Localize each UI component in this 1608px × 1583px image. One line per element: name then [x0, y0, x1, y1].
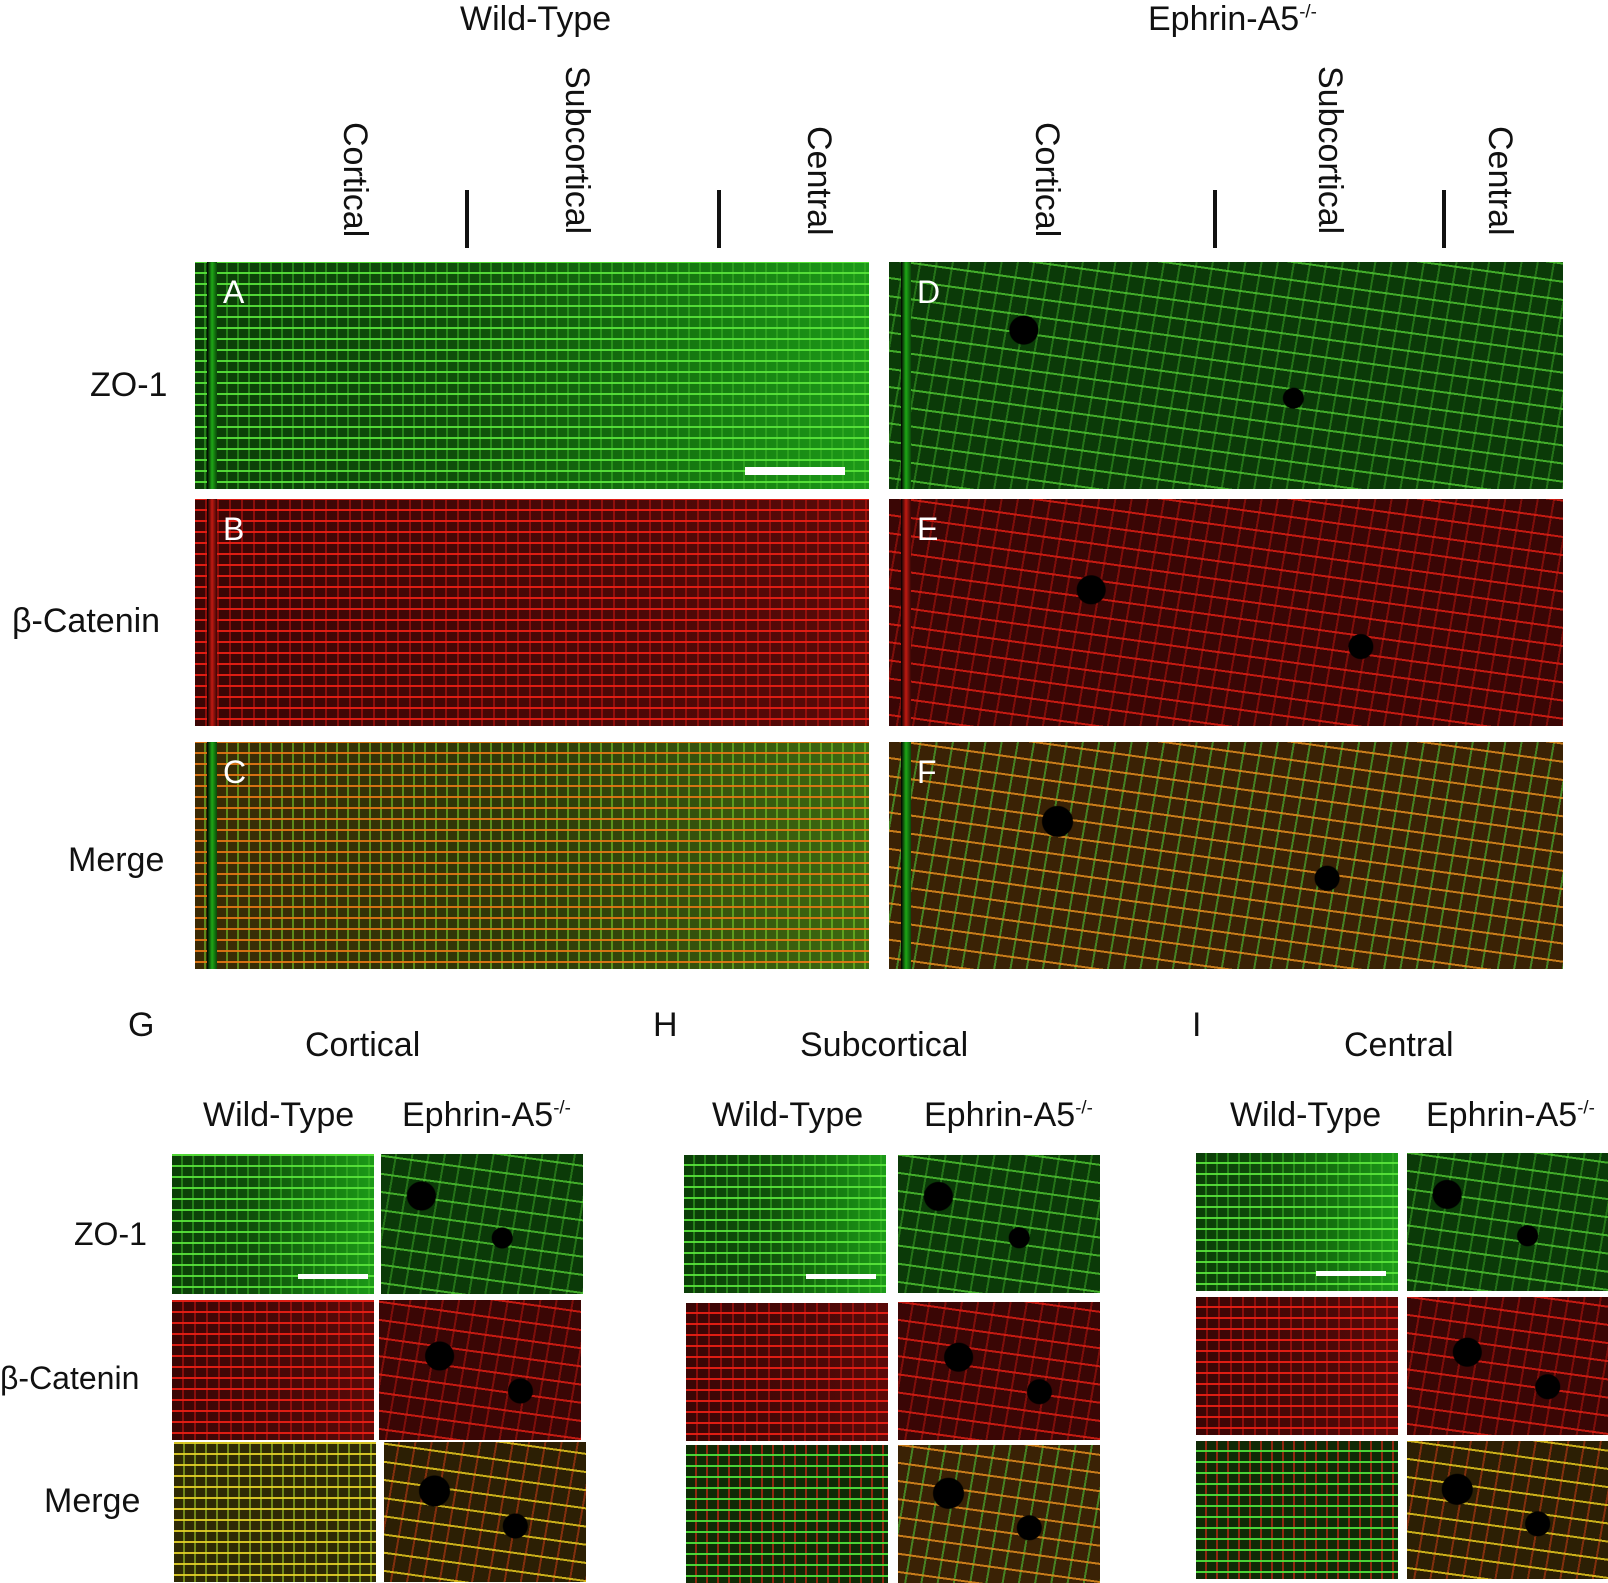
h-wt-zo1 — [684, 1155, 886, 1293]
section-letter-g: G — [128, 1006, 155, 1044]
panel-c-wt-merge: C — [195, 742, 869, 969]
panel-letter-b: B — [223, 511, 245, 547]
panel-letter-d: D — [917, 274, 941, 310]
ko-zone-divider-2 — [1442, 190, 1446, 248]
h-col-ko: Ephrin-A5-/- — [924, 1098, 1093, 1132]
panel-letter-a: A — [223, 274, 245, 310]
h-col-wt: Wild-Type — [712, 1096, 864, 1134]
wt-region-subcortical: Subcortical — [558, 66, 596, 235]
bottom-row-label-merge: Merge — [44, 1482, 141, 1520]
panel-f-ko-merge: F — [889, 742, 1563, 969]
section-letter-i: I — [1192, 1006, 1202, 1044]
panel-letter-c: C — [223, 754, 247, 790]
top-row-label-zo1: ZO-1 — [90, 366, 168, 404]
panel-letter-e: E — [917, 511, 939, 547]
wt-group-title-text: Wild-Type — [460, 0, 612, 38]
section-letter-h: H — [653, 1006, 678, 1044]
scale-bar — [1316, 1271, 1386, 1276]
g-col-ko: Ephrin-A5-/- — [402, 1098, 571, 1132]
i-wt-merge — [1196, 1441, 1398, 1579]
g-wt-bcatenin — [172, 1300, 374, 1440]
lens-capsule-edge — [207, 499, 217, 726]
i-ko-bcatenin — [1407, 1297, 1608, 1435]
bottom-row-label-bcatenin: β-Catenin — [0, 1360, 140, 1396]
ko-region-central: Central — [1481, 126, 1519, 236]
panel-e-ko-bcatenin: E — [889, 499, 1563, 726]
g-wt-merge — [174, 1442, 376, 1582]
top-row-label-merge: Merge — [68, 841, 165, 879]
h-col-ko-text: Ephrin-A5 — [924, 1096, 1076, 1134]
top-row-label-bcatenin: β-Catenin — [12, 602, 161, 640]
bottom-row-label-zo1: ZO-1 — [74, 1216, 147, 1252]
wt-zone-divider-1 — [465, 190, 469, 248]
h-ko-bcatenin — [898, 1302, 1100, 1440]
ko-group-title: Ephrin-A5-/- — [1148, 2, 1317, 36]
panel-b-wt-bcatenin: B — [195, 499, 869, 726]
i-col-wt: Wild-Type — [1230, 1096, 1382, 1134]
section-title-central: Central — [1344, 1026, 1454, 1064]
lens-capsule-edge — [901, 499, 911, 726]
panel-letter-f: F — [917, 754, 937, 790]
g-wt-zo1 — [172, 1154, 374, 1294]
g-col-ko-text: Ephrin-A5 — [402, 1096, 554, 1134]
g-ko-bcatenin — [379, 1300, 581, 1440]
g-ko-merge — [384, 1442, 586, 1582]
i-col-ko: Ephrin-A5-/- — [1426, 1098, 1595, 1132]
ko-group-title-sup: -/- — [1299, 0, 1317, 22]
section-title-cortical: Cortical — [305, 1026, 421, 1064]
ko-region-subcortical: Subcortical — [1311, 66, 1349, 235]
ko-zone-divider-1 — [1213, 190, 1217, 248]
i-wt-bcatenin — [1196, 1297, 1398, 1435]
g-col-ko-sup: -/- — [553, 1096, 571, 1118]
i-ko-merge — [1407, 1441, 1608, 1579]
lens-capsule-edge — [901, 262, 911, 489]
ko-group-title-text: Ephrin-A5 — [1148, 0, 1300, 38]
lens-capsule-edge — [207, 262, 217, 489]
h-wt-merge — [686, 1445, 888, 1583]
wt-zone-divider-2 — [717, 190, 721, 248]
wt-region-central: Central — [800, 126, 838, 236]
panel-d-ko-zo1: D — [889, 262, 1563, 489]
h-ko-zo1 — [898, 1155, 1100, 1293]
wt-group-title: Wild-Type — [460, 2, 611, 36]
wt-region-cortical: Cortical — [336, 122, 374, 238]
i-col-ko-sup: -/- — [1577, 1096, 1595, 1118]
h-ko-merge — [898, 1445, 1100, 1583]
ko-region-cortical: Cortical — [1028, 122, 1066, 238]
scale-bar — [806, 1274, 876, 1279]
i-wt-zo1 — [1196, 1153, 1398, 1291]
scale-bar — [298, 1274, 368, 1279]
lens-capsule-edge — [901, 742, 911, 969]
i-col-ko-text: Ephrin-A5 — [1426, 1096, 1578, 1134]
h-col-ko-sup: -/- — [1075, 1096, 1093, 1118]
panel-a-wt-zo1: A — [195, 262, 869, 489]
h-wt-bcatenin — [686, 1303, 888, 1441]
g-ko-zo1 — [381, 1154, 583, 1294]
lens-capsule-edge — [207, 742, 217, 969]
scale-bar — [745, 467, 845, 475]
i-ko-zo1 — [1407, 1153, 1608, 1291]
section-title-subcortical: Subcortical — [800, 1026, 969, 1064]
g-col-wt: Wild-Type — [203, 1096, 355, 1134]
